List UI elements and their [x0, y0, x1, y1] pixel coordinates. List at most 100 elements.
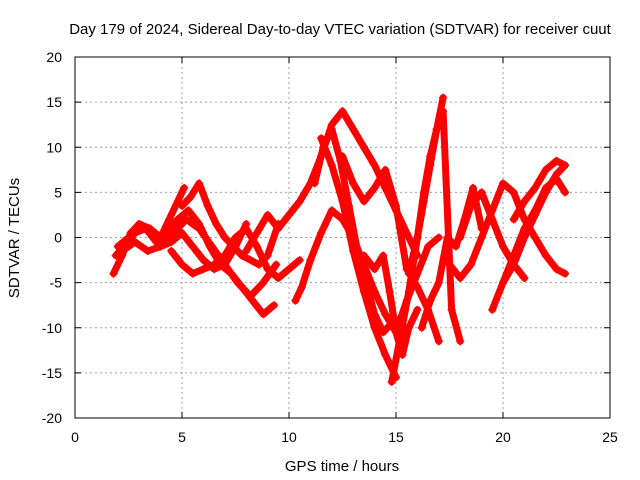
data-point	[199, 265, 208, 274]
data-point	[242, 224, 251, 233]
series-11	[338, 152, 443, 346]
data-point	[231, 233, 240, 242]
data-point	[220, 260, 229, 269]
y-tick-label: 0	[54, 230, 62, 246]
data-point	[195, 224, 204, 233]
x-tick-label: 15	[388, 429, 404, 445]
x-axis-label: GPS time / hours	[285, 458, 399, 475]
data-point	[381, 350, 390, 359]
series-5	[167, 224, 304, 283]
data-point	[488, 305, 497, 314]
data-point	[404, 269, 413, 278]
data-point	[445, 260, 454, 269]
data-point	[124, 233, 133, 242]
data-point	[413, 283, 422, 292]
data-point	[195, 179, 204, 188]
data-point	[509, 260, 518, 269]
grid	[75, 57, 610, 418]
data-point	[263, 265, 272, 274]
y-tick-label: 20	[46, 49, 62, 65]
data-point	[306, 256, 315, 265]
data-point	[413, 233, 422, 242]
data-point	[381, 165, 390, 174]
data-point	[207, 242, 216, 251]
data-point	[426, 161, 435, 170]
series-19	[499, 161, 570, 287]
data-point	[359, 197, 368, 206]
series-band	[418, 184, 486, 332]
data-point	[143, 247, 152, 256]
data-point	[443, 233, 452, 242]
data-point	[466, 201, 475, 210]
data-point	[338, 107, 347, 116]
data-point	[285, 210, 293, 219]
data-point	[233, 278, 242, 287]
data-point	[184, 206, 193, 215]
data-point	[477, 188, 486, 197]
series-band	[178, 179, 282, 269]
data-point	[370, 265, 379, 274]
y-axis-label: SDTVAR / TECUs	[6, 178, 23, 298]
data-point	[229, 242, 238, 251]
data-point	[338, 197, 347, 206]
data-point	[212, 219, 221, 228]
data-point	[451, 242, 460, 251]
x-tick-label: 5	[178, 429, 186, 445]
data-point	[259, 310, 268, 319]
y-tick-label: 10	[46, 139, 62, 155]
data-point	[349, 179, 358, 188]
data-point	[338, 152, 347, 161]
y-tick-label: 15	[46, 94, 62, 110]
data-point	[509, 215, 518, 224]
series-band	[114, 184, 188, 250]
data-point	[285, 265, 293, 274]
data-point	[359, 251, 368, 260]
data-point	[220, 233, 229, 242]
data-point	[252, 228, 261, 237]
data-point	[156, 233, 165, 242]
data-point	[499, 242, 507, 251]
data-point	[182, 215, 191, 224]
series-band	[360, 252, 421, 359]
series-band	[317, 134, 400, 381]
series-14	[404, 107, 465, 346]
data-point	[434, 233, 443, 242]
data-point	[274, 224, 283, 233]
x-tick-label: 0	[71, 429, 79, 445]
data-point	[246, 256, 255, 265]
data-point	[359, 143, 368, 152]
data-point	[327, 161, 336, 170]
data-point	[561, 188, 570, 197]
x-tick-label: 25	[602, 429, 618, 445]
data-point	[156, 242, 165, 251]
x-tick-label: 10	[281, 429, 297, 445]
data-point	[561, 269, 570, 278]
data-point	[188, 269, 197, 278]
data-point	[531, 233, 540, 242]
data-point	[434, 278, 443, 287]
data-point	[541, 188, 550, 197]
data-point	[417, 323, 426, 332]
series-20	[509, 156, 570, 224]
data-point	[561, 161, 570, 170]
data-point	[359, 287, 368, 296]
data-point	[419, 197, 428, 206]
data-point	[111, 251, 120, 260]
data-point	[113, 242, 122, 251]
data-point	[370, 323, 379, 332]
data-point	[145, 224, 154, 233]
ticks	[74, 56, 611, 419]
data-point	[186, 192, 195, 201]
data-point	[274, 274, 283, 283]
data-point	[469, 183, 478, 192]
data-point	[109, 269, 118, 278]
data-point	[270, 301, 279, 310]
data-point	[317, 134, 326, 143]
series-4	[118, 215, 281, 301]
y-tick-label: -10	[42, 320, 62, 336]
data-point	[167, 247, 176, 256]
data-point	[310, 179, 319, 188]
data-point	[295, 256, 304, 265]
data-point	[242, 247, 251, 256]
